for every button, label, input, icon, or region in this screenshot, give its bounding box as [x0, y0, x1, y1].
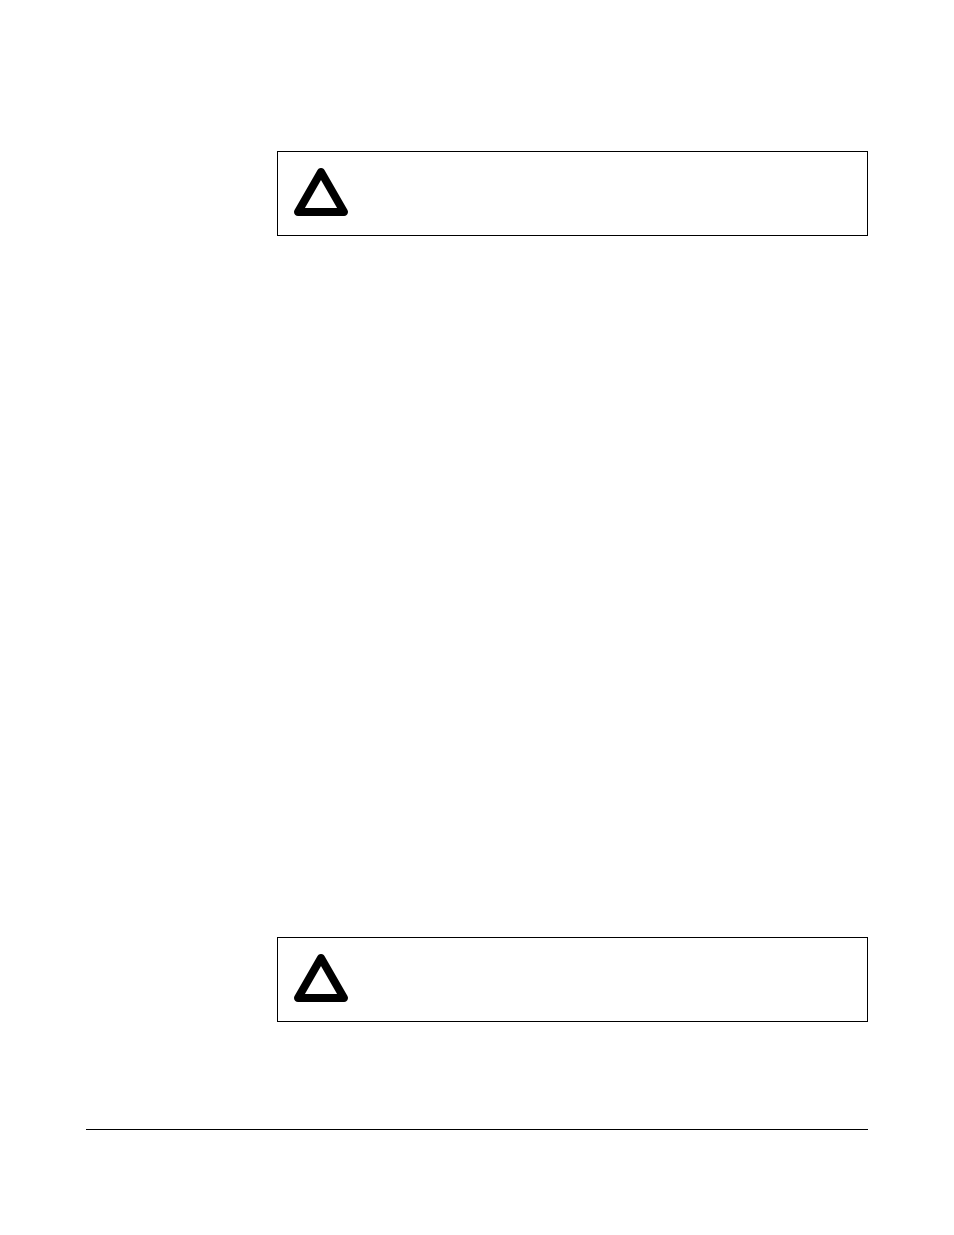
caution-box	[277, 151, 868, 236]
caution-triangle-icon	[292, 952, 350, 1004]
document-page	[0, 0, 954, 1235]
caution-box	[277, 937, 868, 1022]
footer-rule	[86, 1129, 868, 1130]
caution-triangle-icon	[292, 166, 350, 218]
